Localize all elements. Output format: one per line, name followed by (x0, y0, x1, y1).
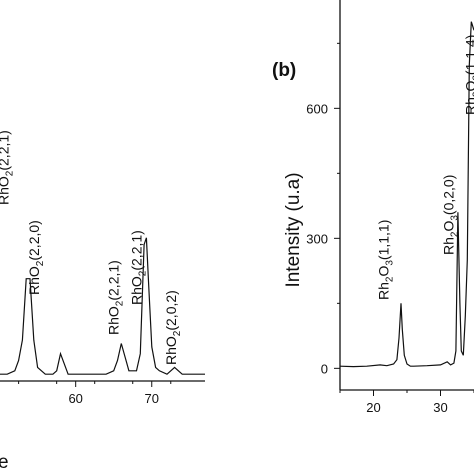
panel-a-letter: e (0, 452, 9, 473)
panel-b: 0 300 600 20 30 Intensity (u.a) (b) Rh2O3(1,1,1… (272, 0, 474, 415)
panel-b-x-tick-label: 30 (433, 400, 447, 415)
panel-a-peak-label: RhO2(2,2,1) (129, 230, 149, 305)
panel-b-peak-label: Rh2O3(0,2,0) (441, 175, 461, 255)
panel-a-peak-label: RhO2(2,2,1) (106, 260, 126, 335)
panel-a-series-line (0, 237, 205, 375)
panel-b-y-axis-title: Intensity (u.a) (283, 172, 304, 287)
panel-a-x-tick-label: 70 (145, 391, 159, 406)
panel-b-series-line (339, 21, 474, 368)
panel-b-label: (b) (272, 60, 296, 81)
panel-b-x-tick-label: 20 (366, 400, 380, 415)
panel-b-y-tick-label: 300 (306, 231, 328, 246)
panel-b-y-tick-label: 0 (321, 361, 328, 376)
panel-a-peak-label: RhO2(2,0,2) (163, 290, 183, 365)
panel-b-peak-label: Rh2O3(1,1,4) (463, 35, 474, 115)
panel-a-x-tick-label: 60 (68, 391, 82, 406)
panel-a-peak-label: RhO2(2,2,1) (0, 130, 15, 205)
panel-b-peak-label: Rh2O3(1,1,1) (376, 220, 396, 300)
panel-b-y-tick-label: 600 (306, 101, 328, 116)
panel-a-peak-label: RhO2(2,2,0) (26, 220, 46, 295)
